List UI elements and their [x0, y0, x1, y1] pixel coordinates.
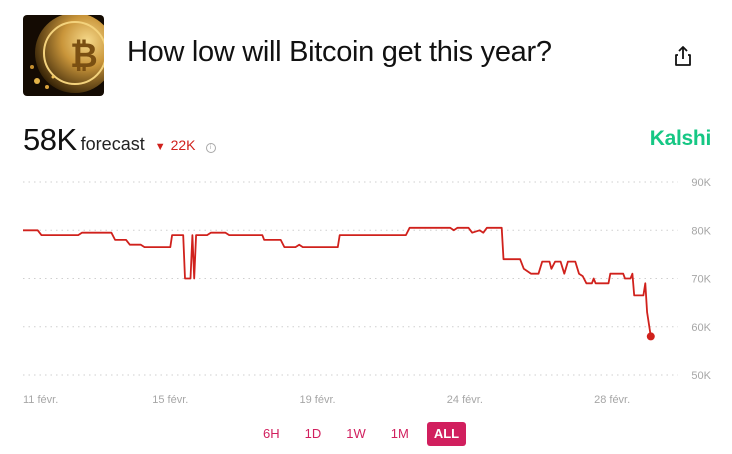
- range-button-1m[interactable]: 1M: [390, 426, 409, 441]
- range-button-all[interactable]: ALL: [426, 422, 467, 446]
- brand-logo[interactable]: Kalshi: [649, 127, 712, 150]
- share-icon: [675, 46, 691, 66]
- x-tick-label: 24 févr.: [447, 394, 483, 406]
- forecast-chart: 90K 80K 70K 60K 50K 11 févr. 15 févr. 19 févr.…: [23, 177, 712, 406]
- y-tick-label: 90K: [691, 177, 711, 189]
- x-tick-label: 15 févr.: [152, 394, 188, 406]
- range-button-6h[interactable]: 6H: [263, 426, 280, 441]
- range-button-1w[interactable]: 1W: [346, 426, 366, 441]
- page-title: How low will Bitcoin get this year?: [127, 36, 552, 68]
- thumbnail-bitcoin-image: ₿: [23, 15, 104, 96]
- x-tick-label: 19 févr.: [300, 394, 336, 406]
- x-tick-label: 28 févr.: [594, 394, 630, 406]
- y-tick-label: 50K: [691, 370, 711, 382]
- down-triangle-icon: ▼: [154, 141, 166, 153]
- range-button-1d[interactable]: 1D: [304, 426, 322, 441]
- x-tick-label: 11 févr.: [23, 394, 58, 406]
- forecast-label: forecast: [80, 134, 145, 154]
- bitcoin-coin-icon: ₿: [23, 15, 104, 96]
- y-tick-label: 60K: [691, 322, 711, 334]
- forecast-value: 58K: [23, 122, 77, 157]
- svg-text:₿: ₿: [70, 36, 98, 76]
- forecast-delta: ▼ 22K: [155, 137, 196, 153]
- y-tick-label: 80K: [691, 225, 711, 237]
- y-tick-label: 70K: [691, 274, 711, 286]
- forecast-delta-value: 22K: [170, 137, 196, 153]
- share-button[interactable]: [670, 42, 696, 70]
- series-line: [23, 226, 652, 337]
- forecast-summary: 58K forecast ▼ 22K i: [23, 122, 216, 157]
- current-value-dot: [646, 332, 655, 341]
- info-icon[interactable]: i: [205, 143, 216, 153]
- range-selector: 6H 1D 1W 1M ALL: [256, 422, 467, 446]
